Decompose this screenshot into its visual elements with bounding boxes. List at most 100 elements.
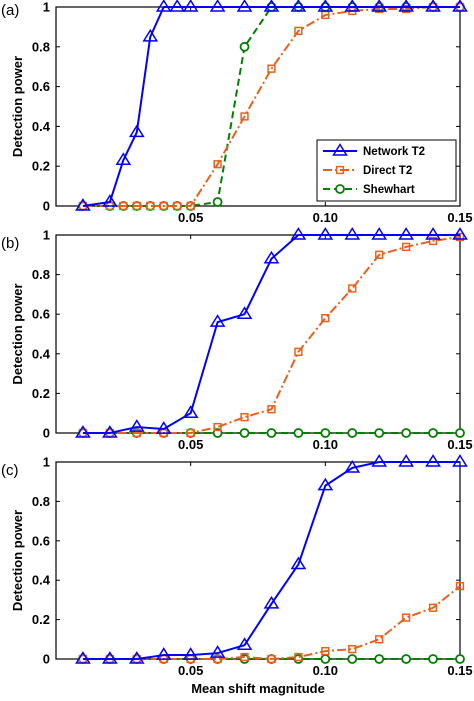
data-point	[428, 654, 438, 664]
y-tick-label: 0.4	[32, 573, 51, 588]
data-point	[239, 428, 250, 438]
data-point	[348, 645, 357, 654]
data-point	[209, 645, 226, 658]
data-point	[213, 160, 222, 169]
data-point	[347, 654, 358, 664]
panel-label: (b)	[1, 235, 19, 252]
data-point	[186, 201, 195, 211]
data-point	[267, 405, 276, 414]
data-point	[401, 613, 411, 622]
data-point	[290, 0, 307, 12]
y-tick-label: 0.8	[32, 494, 50, 509]
y-tick-label: 0.2	[32, 159, 50, 174]
data-point	[347, 428, 358, 438]
data-point	[374, 428, 385, 438]
data-point	[375, 4, 384, 14]
chart-panel: 0 0.2 0.4 0.6 0.8 1 0.05 0.10 0.15 Detection powe…	[1, 0, 473, 225]
data-point	[212, 197, 223, 207]
series-line	[82, 235, 461, 434]
legend-marker	[332, 143, 348, 156]
data-point	[455, 428, 465, 438]
data-point	[182, 647, 199, 660]
data-point	[321, 646, 330, 656]
y-tick-label: 0.2	[32, 386, 50, 401]
data-point	[455, 581, 465, 591]
plot-area	[55, 461, 461, 660]
data-point	[267, 64, 276, 73]
x-tick-label: 0.05	[178, 437, 203, 452]
x-tick-label: 0.15	[447, 210, 472, 225]
y-tick-label: 0	[43, 652, 50, 667]
data-point	[182, 0, 199, 12]
data-point	[240, 652, 249, 662]
y-tick-label: 1	[43, 455, 50, 470]
x-tick-label: 0.10	[313, 437, 338, 452]
y-tick-label: 0.8	[32, 39, 50, 54]
series-network-t2	[75, 0, 468, 211]
data-point	[209, 0, 226, 12]
data-point	[236, 637, 253, 650]
legend-label: Network T2	[363, 146, 425, 158]
x-tick-label: 0.10	[313, 663, 338, 678]
data-point	[173, 201, 182, 211]
data-point	[75, 425, 91, 438]
data-point	[344, 459, 361, 473]
data-point	[375, 250, 384, 259]
legend-marker	[335, 184, 345, 194]
y-tick-label: 1	[43, 228, 50, 243]
y-tick-label: 0.6	[32, 79, 50, 94]
data-point	[371, 0, 388, 12]
data-point	[213, 422, 222, 432]
legend-item: Network T2	[323, 143, 425, 158]
legend: Network T2 Direct T2 Shewhart	[316, 139, 457, 202]
data-point	[344, 0, 361, 12]
y-tick-label: 1	[43, 0, 50, 15]
chart-panel: 0 0.2 0.4 0.6 0.8 1 0.05 0.10 0.15 Detection powe…	[1, 454, 473, 696]
data-point	[240, 112, 249, 121]
data-point	[240, 413, 249, 422]
legend-item: Direct T2	[323, 165, 412, 177]
data-point	[132, 428, 141, 438]
y-tick-label: 0.8	[32, 267, 50, 282]
y-axis-label: Detection power	[10, 56, 25, 157]
legend-label: Direct T2	[363, 165, 412, 177]
data-point	[155, 0, 172, 12]
data-point	[128, 651, 145, 664]
y-tick-label: 0.6	[32, 533, 50, 548]
data-point	[401, 4, 411, 14]
data-point	[128, 124, 145, 138]
data-point	[75, 198, 91, 211]
data-point	[374, 654, 385, 664]
data-point	[102, 194, 118, 207]
data-point	[159, 201, 168, 211]
data-point	[320, 654, 331, 664]
data-point	[155, 647, 172, 660]
data-point	[348, 284, 357, 293]
chart-panel: 0 0.2 0.4 0.6 0.8 1 0.05 0.10 0.15 Detection powe…	[1, 227, 473, 452]
data-point	[455, 654, 465, 664]
x-tick-label: 0.10	[313, 210, 338, 225]
data-point	[146, 201, 155, 211]
y-tick-label: 0.2	[32, 612, 50, 627]
y-tick-label: 0.4	[32, 119, 51, 134]
data-point	[428, 236, 438, 246]
data-point	[320, 428, 331, 438]
data-point	[293, 428, 304, 438]
data-point	[317, 227, 334, 240]
data-point	[128, 419, 145, 432]
data-point	[209, 314, 226, 327]
data-point	[321, 314, 330, 323]
panel-label: (c)	[1, 462, 19, 479]
data-point	[102, 651, 118, 664]
data-point	[263, 595, 280, 609]
y-axis-label: Detection power	[10, 510, 25, 611]
data-point	[398, 454, 414, 467]
data-point	[186, 428, 195, 438]
legend-item: Shewhart	[323, 184, 415, 196]
data-point	[155, 421, 172, 434]
x-tick-label: 0.05	[178, 663, 203, 678]
data-point	[290, 556, 307, 570]
data-point	[425, 454, 441, 467]
data-point	[452, 0, 468, 12]
